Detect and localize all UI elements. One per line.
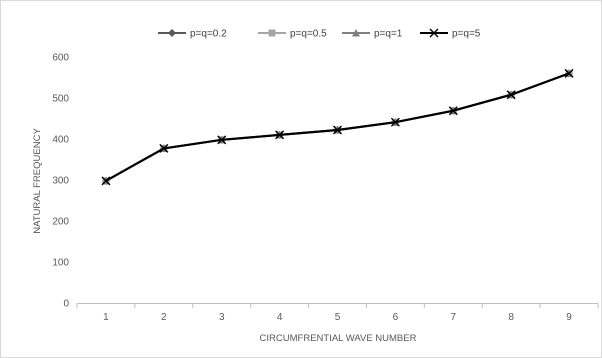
- data-point: [333, 125, 342, 135]
- y-tick-label: 0: [63, 299, 69, 310]
- x-tick-label: 3: [219, 312, 225, 323]
- x-tick-label: 9: [566, 312, 572, 323]
- legend-item: p=q=0.5: [258, 29, 327, 40]
- legend-label: p=q=5: [452, 29, 481, 40]
- y-tick-label: 200: [52, 217, 69, 228]
- y-tick-label: 400: [52, 135, 69, 146]
- legend-label: p=q=1: [374, 29, 403, 40]
- x-tick-label: 4: [277, 312, 283, 323]
- x-tick-label: 6: [393, 312, 399, 323]
- y-tick-label: 500: [52, 94, 69, 105]
- data-point: [275, 130, 285, 140]
- x-tick-label: 5: [335, 312, 341, 323]
- legend-item: p=q=0.2: [158, 29, 227, 40]
- x-tick-label: 1: [103, 312, 109, 323]
- legend-marker: [352, 29, 360, 37]
- data-point: [217, 135, 227, 145]
- data-point: [390, 117, 400, 127]
- x-axis-title: CIRCUMFRENTIAL WAVE NUMBER: [260, 333, 417, 344]
- y-tick-label: 300: [52, 176, 69, 187]
- legend-label: p=q=0.5: [290, 29, 327, 40]
- data-point: [506, 90, 516, 100]
- x-tick-label: 7: [450, 312, 456, 323]
- x-tick-label: 2: [161, 312, 167, 323]
- legend-label: p=q=0.2: [190, 29, 227, 40]
- series-layer: [101, 68, 574, 186]
- legend: p=q=0.2 p=q=0.5 p=q=1 p=q=5: [158, 29, 481, 40]
- data-point: [564, 68, 574, 78]
- legend-marker: [168, 29, 176, 37]
- data-point: [159, 143, 169, 153]
- legend-item: p=q=5: [420, 29, 481, 40]
- y-tick-label: 100: [52, 258, 69, 269]
- data-point: [448, 106, 458, 116]
- legend-item: p=q=1: [342, 29, 403, 40]
- y-axis-title: NATURAL FREQUENCY: [32, 128, 43, 234]
- x-tick-label: 8: [508, 312, 514, 323]
- legend-marker: [429, 28, 439, 38]
- y-tick-label: 600: [52, 53, 69, 64]
- axes: 0 100 200 300 400 500 600 1 2 3 4 5 6 7 8 9: [52, 53, 599, 323]
- series-3: [101, 68, 574, 186]
- data-point: [101, 176, 111, 186]
- legend-marker: [268, 29, 276, 37]
